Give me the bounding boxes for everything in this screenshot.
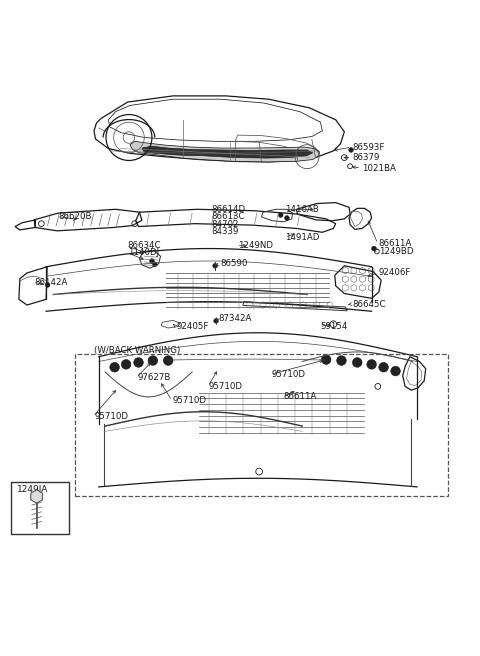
Circle shape [336, 356, 346, 365]
Text: 86379: 86379 [352, 153, 380, 162]
Circle shape [352, 358, 362, 367]
Circle shape [367, 359, 376, 369]
Circle shape [379, 363, 388, 372]
Text: 95710D: 95710D [209, 382, 243, 391]
Text: 84702: 84702 [211, 220, 239, 229]
Text: (W/BACK WARNING): (W/BACK WARNING) [94, 346, 180, 356]
Text: 86620B: 86620B [58, 212, 92, 221]
Circle shape [372, 246, 376, 251]
Circle shape [391, 366, 400, 376]
Text: 95710D: 95710D [173, 396, 207, 405]
Text: 86613C: 86613C [211, 213, 245, 222]
Text: 87342A: 87342A [218, 314, 252, 323]
Text: 86142A: 86142A [34, 277, 68, 287]
Text: 84339: 84339 [211, 227, 239, 236]
Text: 92405F: 92405F [177, 322, 209, 331]
Circle shape [150, 258, 155, 264]
Text: 86645C: 86645C [352, 300, 386, 308]
Circle shape [285, 216, 289, 220]
Text: 1416AB: 1416AB [286, 205, 319, 215]
Text: 1491AD: 1491AD [286, 233, 320, 241]
Text: 95710D: 95710D [94, 412, 128, 421]
Text: 86611A: 86611A [379, 239, 412, 248]
Circle shape [214, 318, 218, 323]
Circle shape [348, 148, 353, 152]
Text: 1249ND: 1249ND [238, 241, 273, 250]
Text: 1021BA: 1021BA [362, 163, 396, 173]
Circle shape [213, 264, 217, 268]
Bar [11, 482, 69, 534]
Circle shape [45, 283, 50, 287]
Circle shape [110, 363, 120, 372]
Text: 95710D: 95710D [271, 370, 305, 379]
Circle shape [148, 356, 157, 365]
Circle shape [153, 262, 157, 267]
Circle shape [121, 359, 131, 369]
Polygon shape [130, 141, 320, 162]
Text: 86593F: 86593F [352, 142, 385, 152]
Polygon shape [142, 146, 313, 158]
Circle shape [278, 213, 283, 217]
Text: 86590: 86590 [221, 259, 248, 268]
Text: 86614D: 86614D [211, 205, 245, 215]
Text: 92406F: 92406F [379, 268, 411, 277]
Circle shape [134, 358, 144, 367]
Circle shape [163, 356, 173, 365]
Text: 1140DJ: 1140DJ [128, 248, 159, 257]
Text: 59154: 59154 [321, 322, 348, 331]
Text: 1249BD: 1249BD [379, 247, 413, 256]
Text: 86634C: 86634C [128, 241, 161, 250]
Text: 97627B: 97627B [137, 373, 170, 382]
Text: 1249JA: 1249JA [17, 485, 49, 494]
Text: 86611A: 86611A [283, 392, 316, 401]
Circle shape [322, 355, 331, 364]
